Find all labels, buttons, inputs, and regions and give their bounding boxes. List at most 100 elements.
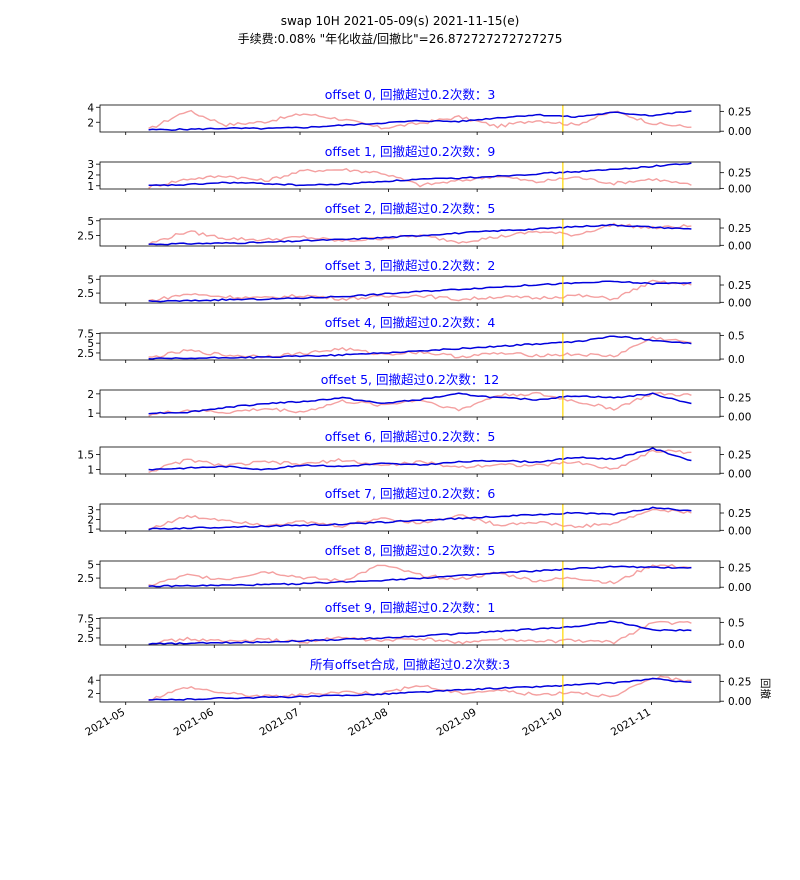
left-tick-label: 2 bbox=[87, 514, 94, 526]
x-tick-label: 2021-11 bbox=[609, 706, 653, 738]
right-tick-label: 0.00 bbox=[728, 696, 751, 708]
drawdown-line bbox=[148, 620, 692, 646]
right-tick-label: 0.5 bbox=[728, 330, 745, 342]
panel-frame bbox=[99, 617, 721, 646]
left-tick-label: 7.5 bbox=[77, 613, 94, 625]
right-tick-label: 0.25 bbox=[728, 223, 751, 235]
right-axis-label: 回撤 bbox=[759, 678, 772, 699]
right-tick-label: 0.25 bbox=[728, 676, 751, 688]
panel-frame bbox=[99, 161, 721, 190]
right-tick-label: 0.5 bbox=[728, 617, 745, 629]
drawdown-line bbox=[148, 391, 692, 417]
panel-frame bbox=[99, 389, 721, 418]
panel-frame bbox=[99, 275, 721, 304]
drawdown-line bbox=[148, 563, 692, 587]
left-tick-label: 2.5 bbox=[77, 230, 94, 242]
figure-title-line2: 手续费:0.08% "年化收益/回撤比"=26.872727272727275 bbox=[237, 32, 563, 46]
x-tick-label: 2021-09 bbox=[435, 706, 479, 738]
figure-title-line1: swap 10H 2021-05-09(s) 2021-11-15(e) bbox=[280, 14, 520, 28]
drawdown-line bbox=[148, 675, 692, 702]
right-tick-label: 0.00 bbox=[728, 183, 751, 195]
x-tick-label: 2021-05 bbox=[83, 706, 127, 738]
left-tick-label: 5 bbox=[87, 338, 94, 350]
equity-line bbox=[148, 280, 692, 303]
drawdown-line bbox=[148, 109, 692, 130]
panel-title: offset 9, 回撤超过0.2次数：1 bbox=[325, 600, 496, 615]
left-tick-label: 5 bbox=[87, 216, 94, 228]
panel-title: offset 3, 回撤超过0.2次数：2 bbox=[325, 258, 496, 273]
drawdown-line bbox=[148, 335, 692, 359]
left-tick-label: 5 bbox=[87, 559, 94, 571]
left-tick-label: 1 bbox=[87, 181, 94, 193]
equity-line bbox=[148, 447, 692, 471]
right-tick-label: 0.25 bbox=[728, 106, 751, 118]
panel-title: offset 0, 回撤超过0.2次数：3 bbox=[325, 87, 496, 102]
left-tick-label: 1 bbox=[87, 524, 94, 536]
equity-line bbox=[148, 620, 692, 646]
x-tick-label: 2021-10 bbox=[520, 706, 564, 738]
equity-line bbox=[148, 110, 692, 131]
panel-title: offset 7, 回撤超过0.2次数：6 bbox=[325, 486, 496, 501]
left-tick-label: 2.5 bbox=[77, 633, 94, 645]
left-tick-label: 5 bbox=[87, 274, 94, 286]
right-tick-label: 0.00 bbox=[728, 126, 751, 138]
left-tick-label: 2 bbox=[87, 389, 94, 401]
panel-frame bbox=[99, 446, 721, 475]
panel-title: offset 1, 回撤超过0.2次数：9 bbox=[325, 144, 496, 159]
right-tick-label: 0.00 bbox=[728, 297, 751, 309]
left-tick-label: 2.5 bbox=[77, 348, 94, 360]
drawdown-line bbox=[148, 168, 692, 189]
panel-title: offset 2, 回撤超过0.2次数：5 bbox=[325, 201, 496, 216]
right-tick-label: 0.00 bbox=[728, 411, 751, 423]
equity-line bbox=[148, 565, 692, 588]
equity-line bbox=[148, 677, 692, 701]
left-tick-label: 2 bbox=[87, 688, 94, 700]
panel-title: offset 8, 回撤超过0.2次数：5 bbox=[325, 543, 496, 558]
right-tick-label: 0.00 bbox=[728, 240, 751, 252]
right-tick-label: 0.00 bbox=[728, 468, 751, 480]
panel-title: offset 6, 回撤超过0.2次数：5 bbox=[325, 429, 496, 444]
drawdown-line bbox=[148, 508, 692, 530]
panel-title: 所有offset合成, 回撤超过0.2次数:3 bbox=[310, 657, 510, 672]
left-tick-label: 2 bbox=[87, 117, 94, 129]
panel-frame bbox=[99, 503, 721, 532]
x-tick-label: 2021-06 bbox=[172, 706, 216, 738]
equity-line bbox=[148, 223, 692, 246]
panel-frame bbox=[99, 674, 721, 703]
equity-line bbox=[148, 335, 692, 360]
left-tick-label: 2 bbox=[87, 170, 94, 182]
panel-frame bbox=[99, 218, 721, 247]
panel-title: offset 5, 回撤超过0.2次数：12 bbox=[321, 372, 500, 387]
right-tick-label: 0.00 bbox=[728, 525, 751, 537]
right-tick-label: 0.25 bbox=[728, 280, 751, 292]
left-tick-label: 1.5 bbox=[77, 450, 94, 462]
left-tick-label: 7.5 bbox=[77, 328, 94, 340]
x-tick-label: 2021-07 bbox=[258, 706, 302, 738]
left-tick-label: 1 bbox=[87, 408, 94, 420]
panel-frame bbox=[99, 104, 721, 133]
left-tick-label: 4 bbox=[87, 102, 94, 114]
right-tick-label: 0.00 bbox=[728, 582, 751, 594]
right-tick-label: 0.25 bbox=[728, 393, 751, 405]
right-tick-label: 0.25 bbox=[728, 562, 751, 574]
drawdown-line bbox=[148, 449, 692, 474]
left-tick-label: 2.5 bbox=[77, 573, 94, 585]
x-tick-label: 2021-08 bbox=[346, 706, 390, 738]
equity-line bbox=[148, 392, 692, 415]
right-tick-label: 0.25 bbox=[728, 168, 751, 180]
left-tick-label: 5 bbox=[87, 623, 94, 635]
left-tick-label: 3 bbox=[87, 159, 94, 171]
panel-frame bbox=[99, 560, 721, 589]
left-tick-label: 3 bbox=[87, 505, 94, 517]
right-tick-label: 0.0 bbox=[728, 354, 745, 366]
left-tick-label: 1 bbox=[87, 465, 94, 477]
drawdown-line bbox=[148, 279, 692, 302]
right-tick-label: 0.25 bbox=[728, 508, 751, 520]
panel-title: offset 4, 回撤超过0.2次数：4 bbox=[325, 315, 496, 330]
equity-line bbox=[148, 506, 692, 531]
right-tick-label: 0.25 bbox=[728, 450, 751, 462]
panel-frame bbox=[99, 332, 721, 361]
left-tick-label: 4 bbox=[87, 675, 94, 687]
